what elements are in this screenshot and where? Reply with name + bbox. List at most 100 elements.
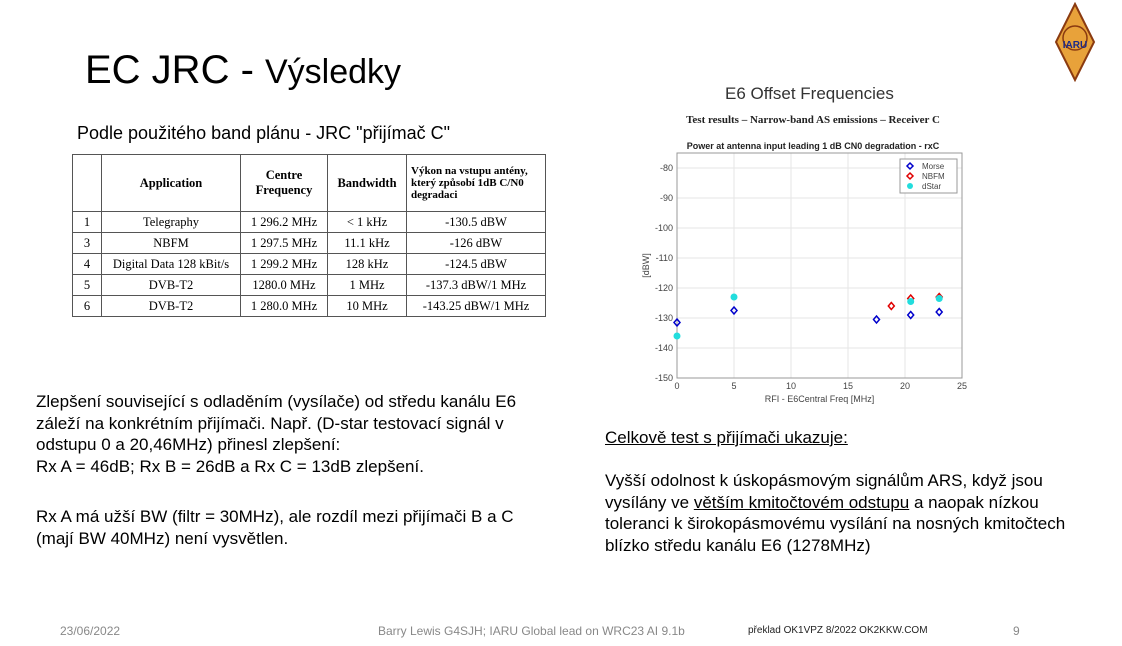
chart-subtitle: Power at antenna input leading 1 dB CN0 … (687, 141, 940, 151)
x-tick-label: 0 (674, 381, 679, 391)
cell: 10 MHz (327, 295, 407, 317)
chart-caption: E6 Offset Frequencies (725, 84, 894, 103)
logo-text: IARU (1063, 40, 1087, 51)
y-axis-label: [dBW] (641, 253, 651, 278)
point (887, 301, 896, 311)
x-tick-label: 10 (786, 381, 796, 391)
title-a: EC JRC - (85, 48, 265, 92)
point (906, 310, 915, 320)
line: blízko středu kanálu E6 (1278MHz) (605, 535, 871, 555)
row: 5 DVB-T2 1280.0 MHz 1 MHz -137.3 dBW/1 MHz (72, 274, 546, 296)
y-tick-label: -100 (655, 223, 673, 233)
x-tick-label: 15 (843, 381, 853, 391)
cell: 11.1 kHz (327, 232, 407, 254)
cell: -143.25 dBW/1 MHz (406, 295, 546, 317)
cell: 1 (72, 211, 102, 233)
legend-label: NBFM (922, 172, 945, 181)
y-tick-label: -130 (655, 313, 673, 323)
point (673, 317, 681, 328)
point (935, 295, 943, 302)
cell: -137.3 dBW/1 MHz (406, 274, 546, 296)
legend-swatch (905, 171, 915, 181)
row: 1 Telegraphy 1 296.2 MHz < 1 kHz -130.5 dBW (72, 211, 546, 233)
legend-swatch (905, 161, 915, 171)
point (730, 293, 738, 301)
point (673, 332, 681, 340)
cell: 1 299.2 MHz (240, 253, 328, 275)
th: Bandwidth (327, 154, 407, 212)
th: Výkon na vstupu antény, který způsobí 1d… (406, 154, 546, 212)
footer-date: 23/06/2022 (60, 624, 121, 638)
line: (mají BW 40MHz) není vysvětlen. (36, 528, 289, 548)
th: Centre Frequency (240, 154, 328, 212)
line: Zlepšení související s odladěním (vysíla… (36, 392, 517, 411)
point (907, 298, 915, 305)
y-tick-label: -90 (660, 193, 673, 203)
footer-translation: překlad OK1VPZ 8/2022 OK2KKW.COM (748, 625, 928, 636)
line: Rx A má užší BW (filtr = 30MHz), ale roz… (36, 507, 514, 526)
row: 3 NBFM 1 297.5 MHz 11.1 kHz -126 dBW (72, 232, 546, 254)
cell: < 1 kHz (327, 211, 407, 233)
cell: 6 (72, 295, 102, 317)
legend-label: dStar (922, 182, 941, 191)
footer-page: 9 (1013, 624, 1020, 638)
plot-frame (676, 152, 963, 379)
th: Application (101, 154, 241, 212)
y-tick-label: -140 (655, 343, 673, 353)
chart: Test results – Narrow-band AS emissions … (641, 114, 967, 404)
cell: DVB-T2 (101, 274, 241, 296)
x-tick-label: 20 (900, 381, 910, 391)
cell: 1280.0 MHz (240, 274, 328, 296)
cell: Telegraphy (101, 211, 241, 233)
span: a naopak nízkou (909, 492, 1039, 512)
line: odstupu 0 a 20,46MHz) přinesl zlepšení: (36, 435, 341, 454)
line: toleranci k širokopásmovému vysílání na … (605, 514, 1066, 533)
title: EC JRC - Výsledky (85, 48, 401, 93)
x-tick-label: 25 (957, 381, 967, 391)
subtitle: Podle použitého band plánu - JRC "přijím… (77, 123, 450, 143)
y-tick-label: -120 (655, 283, 673, 293)
line: vysílány ve větším kmitočtovém odstupu a… (605, 492, 1065, 514)
cell: 1 MHz (327, 274, 407, 296)
span: větším kmitočtovém odstupu (693, 492, 910, 512)
cell: 4 (72, 253, 102, 275)
right-heading: Celkově test s přijímači ukazuje: (605, 428, 848, 447)
cell: 1 297.5 MHz (240, 232, 328, 254)
chart-title: Test results – Narrow-band AS emissions … (686, 114, 940, 126)
left-para1: Zlepšení související s odladěním (vysíla… (36, 391, 516, 477)
right-para: Vyšší odolnost k úskopásmovým signálům A… (605, 470, 1065, 556)
span: vysílány ve (605, 492, 694, 512)
line: Vyšší odolnost k úskopásmovým signálům A… (605, 471, 1043, 490)
point (872, 314, 881, 325)
table: Application Centre Frequency Bandwidth V… (72, 154, 546, 317)
line: záleží na konkrétním přijímači. Např. (D… (36, 413, 504, 433)
cell: 5 (72, 274, 102, 296)
point (730, 305, 738, 316)
cell: 128 kHz (327, 253, 407, 275)
y-tick-label: -150 (655, 373, 673, 383)
legend-swatch (907, 183, 913, 189)
cell: -126 dBW (406, 232, 546, 254)
cell: 1 280.0 MHz (240, 295, 328, 317)
cell: Digital Data 128 kBit/s (101, 253, 241, 275)
logo: IARU (1054, 2, 1096, 82)
legend-label: Morse (922, 162, 945, 171)
cell: 1 296.2 MHz (240, 211, 328, 233)
point (935, 307, 944, 317)
empty-header (72, 154, 102, 212)
left-para2: Rx A má užší BW (filtr = 30MHz), ale roz… (36, 506, 514, 549)
line: Rx A = 46dB; Rx B = 26dB a Rx C = 13dB z… (36, 456, 424, 476)
title-b: Výsledky (265, 53, 402, 91)
x-axis-label: RFI - E6Central Freq [MHz] (765, 394, 875, 404)
row: 4 Digital Data 128 kBit/s 1 299.2 MHz 128 k… (72, 253, 546, 275)
y-tick-label: -80 (660, 163, 673, 173)
row: 6 DVB-T2 1 280.0 MHz 10 MHz -143.25 dBW/1 MH… (72, 295, 546, 317)
x-tick-label: 5 (731, 381, 736, 391)
footer-author: Barry Lewis G4SJH; IARU Global lead on W… (378, 624, 685, 638)
y-tick-label: -110 (656, 253, 673, 263)
cell: NBFM (101, 232, 241, 254)
cell: DVB-T2 (101, 295, 241, 317)
cell: 3 (72, 232, 102, 254)
cell: -130.5 dBW (406, 211, 546, 233)
